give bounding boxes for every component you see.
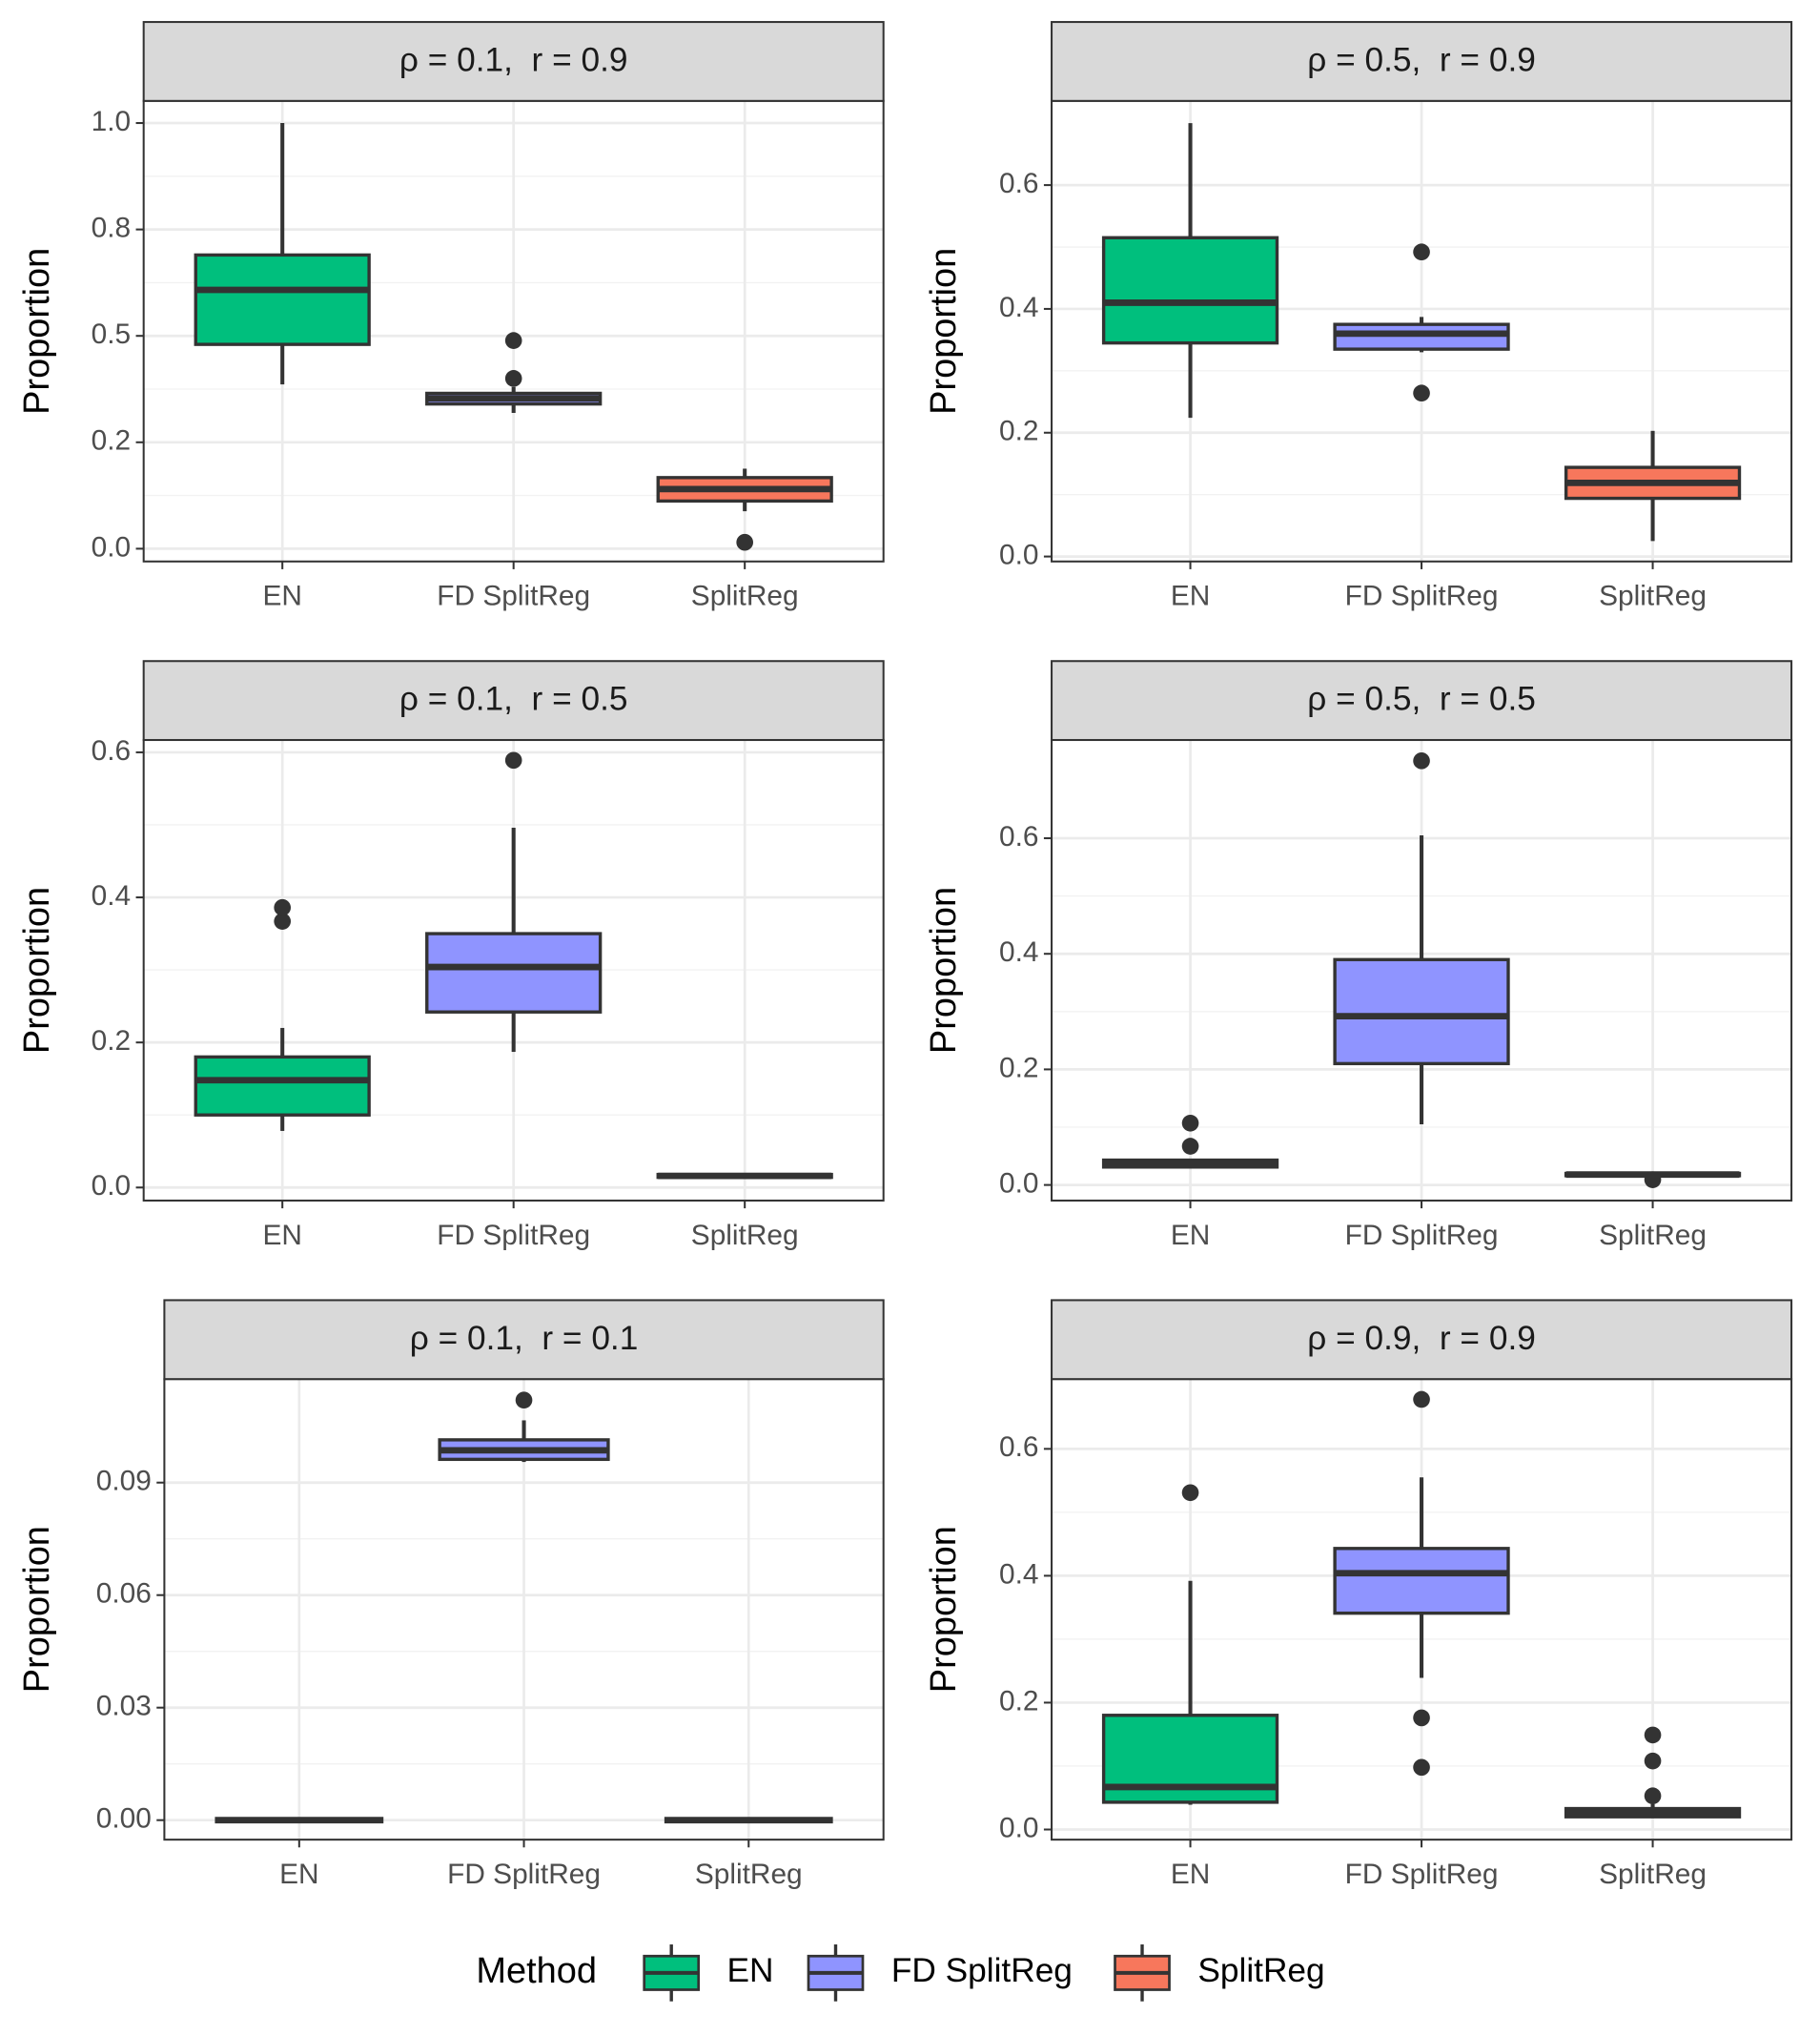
y-tick-label: 0.6 [999, 1431, 1038, 1463]
y-tick-label: 0.0 [999, 539, 1038, 570]
y-tick-label: 0.2 [999, 1052, 1038, 1083]
y-tick-label: 0.0 [92, 531, 131, 563]
strip [142, 660, 885, 742]
outlier [1644, 1752, 1662, 1770]
strip [1051, 21, 1793, 102]
y-tick-label: 1.0 [92, 106, 131, 137]
x-tick-label: EN [262, 1220, 301, 1251]
outlier [1644, 1726, 1662, 1744]
outlier [1413, 243, 1430, 261]
y-axis-title: Proportion [924, 248, 964, 415]
outlier [1413, 384, 1430, 402]
x-tick-label: EN [1171, 1859, 1210, 1890]
x-tick-label: SplitReg [691, 1220, 799, 1251]
outlier [1413, 1390, 1430, 1408]
legend-label: EN [727, 1952, 774, 1989]
box [194, 1055, 371, 1117]
x-tick-label: EN [1171, 1220, 1210, 1251]
x-tick-label: SplitReg [1599, 1859, 1707, 1890]
y-tick-label: 0.4 [92, 880, 131, 912]
y-axis-title: Proportion [924, 1526, 964, 1693]
box [425, 932, 603, 1014]
y-tick-label: 0.09 [96, 1466, 152, 1497]
outlier [504, 370, 522, 387]
x-tick-label: EN [262, 581, 301, 612]
y-tick-label: 0.8 [92, 212, 131, 243]
x-tick-label: SplitReg [1599, 581, 1707, 612]
y-tick-label: 0.0 [999, 1167, 1038, 1199]
legend-label: SplitReg [1197, 1952, 1324, 1989]
x-tick-label: FD SplitReg [437, 581, 590, 612]
outlier [504, 751, 522, 770]
outlier [1181, 1138, 1199, 1155]
x-tick-label: FD SplitReg [1345, 1220, 1499, 1251]
y-axis-title: Proportion [17, 248, 57, 415]
strip-title: ρ = 0.9, r = 0.9 [1307, 1320, 1536, 1357]
x-tick-label: FD SplitReg [1345, 581, 1499, 612]
strip [142, 21, 885, 102]
x-tick-label: SplitReg [1599, 1220, 1707, 1251]
y-tick-label: 0.2 [999, 416, 1038, 447]
y-axis-title: Proportion [17, 887, 57, 1054]
outlier [1413, 1758, 1430, 1777]
y-tick-label: 0.6 [999, 821, 1038, 853]
box [1333, 1547, 1510, 1615]
box [1101, 236, 1279, 345]
strip-title: ρ = 0.1, r = 0.5 [399, 681, 628, 718]
x-tick-label: FD SplitReg [447, 1859, 601, 1890]
y-tick-label: 0.00 [96, 1803, 152, 1835]
outlier [515, 1391, 533, 1409]
legend-label: FD SplitReg [891, 1952, 1073, 1989]
box [1333, 957, 1510, 1066]
strip [163, 1299, 885, 1381]
strip-title: ρ = 0.1, r = 0.9 [399, 41, 628, 78]
y-tick-label: 0.0 [92, 1170, 131, 1202]
box [194, 253, 371, 346]
x-tick-label: EN [1171, 581, 1210, 612]
outlier [1413, 1709, 1430, 1727]
strip [1051, 660, 1793, 742]
strip-title: ρ = 0.5, r = 0.9 [1307, 41, 1536, 78]
y-tick-label: 0.6 [92, 735, 131, 767]
strip-title: ρ = 0.1, r = 0.1 [410, 1320, 639, 1357]
y-tick-label: 0.2 [92, 425, 131, 457]
x-tick-label: SplitReg [691, 581, 799, 612]
y-tick-label: 0.0 [999, 1812, 1038, 1843]
y-tick-label: 0.4 [999, 292, 1038, 323]
y-tick-label: 0.6 [999, 168, 1038, 199]
x-tick-label: FD SplitReg [437, 1220, 590, 1251]
outlier [1413, 751, 1430, 770]
y-tick-label: 0.4 [999, 936, 1038, 968]
y-tick-label: 0.2 [92, 1025, 131, 1057]
outlier [274, 898, 292, 916]
y-tick-label: 0.03 [96, 1691, 152, 1722]
outlier [274, 913, 292, 930]
y-tick-label: 0.2 [999, 1685, 1038, 1716]
y-axis-title: Proportion [17, 1526, 57, 1693]
outlier [1644, 1787, 1662, 1805]
legend-title: Method [476, 1951, 597, 1991]
outlier [504, 332, 522, 349]
x-tick-label: FD SplitReg [1345, 1859, 1499, 1890]
y-tick-label: 0.4 [999, 1558, 1038, 1590]
strip [1051, 1299, 1793, 1381]
outlier [736, 533, 754, 551]
y-tick-label: 0.5 [92, 319, 131, 350]
x-tick-label: EN [279, 1859, 318, 1890]
outlier [1181, 1484, 1199, 1502]
y-tick-label: 0.06 [96, 1578, 152, 1610]
strip-title: ρ = 0.5, r = 0.5 [1307, 681, 1536, 718]
outlier [1644, 1171, 1662, 1188]
y-axis-title: Proportion [924, 887, 964, 1054]
outlier [1181, 1114, 1199, 1132]
x-tick-label: SplitReg [695, 1859, 803, 1890]
